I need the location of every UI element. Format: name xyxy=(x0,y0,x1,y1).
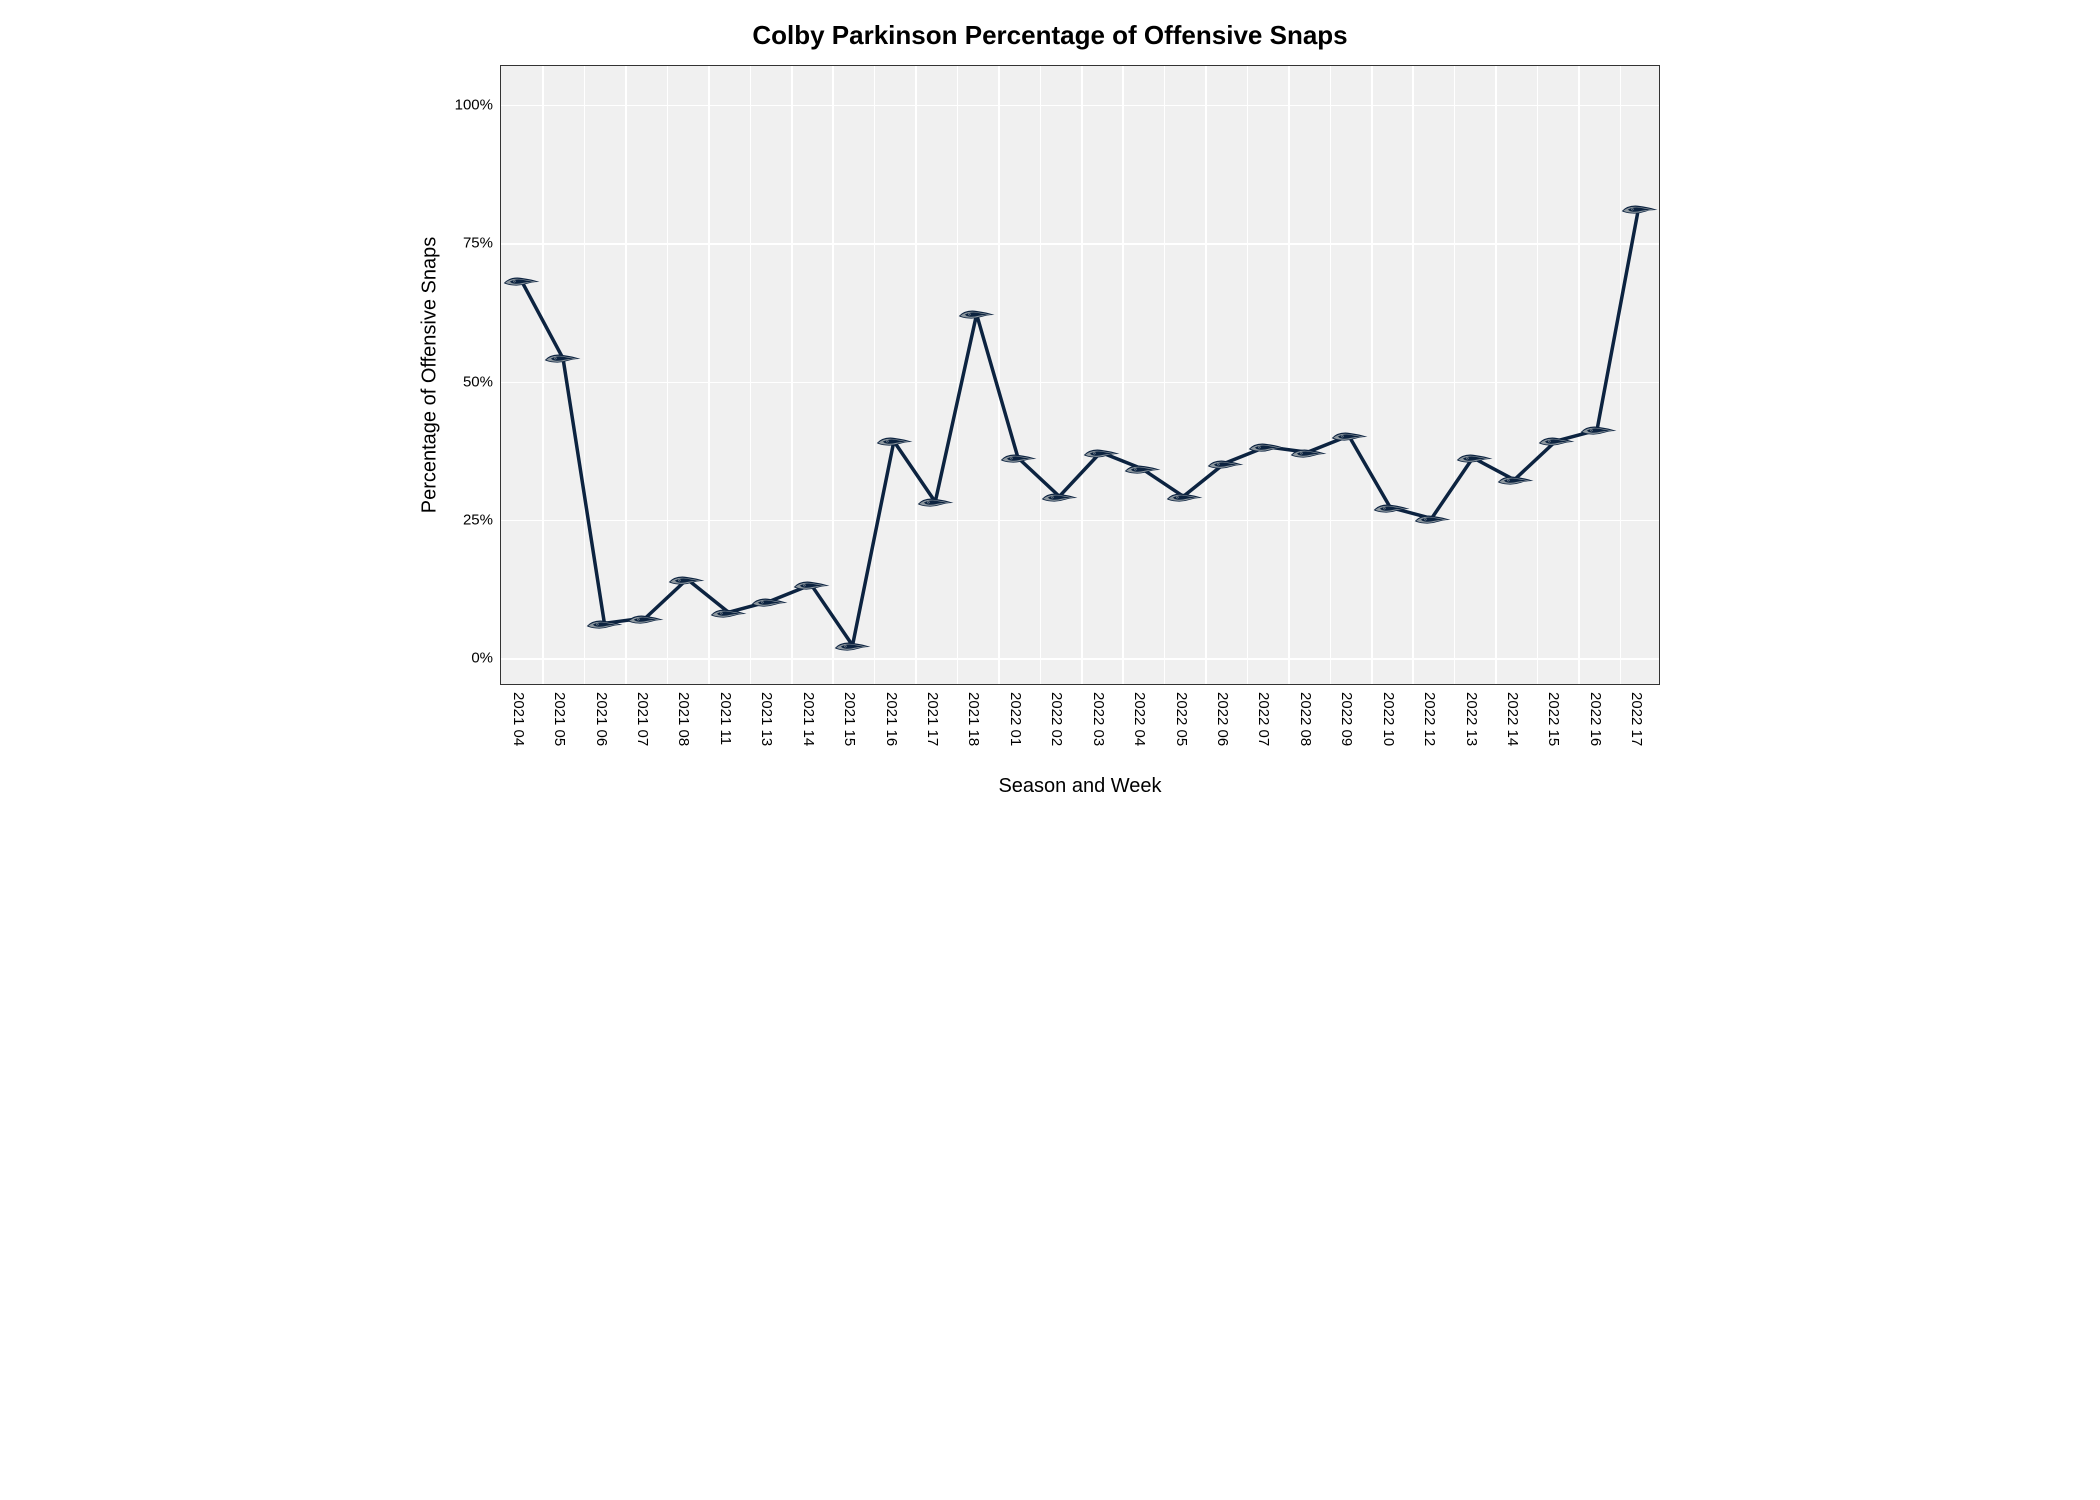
x-tick-label: 2021 07 xyxy=(634,692,651,746)
x-tick-label: 2022 14 xyxy=(1504,692,1521,746)
x-tick-label: 2022 15 xyxy=(1545,692,1562,746)
chart-container: Colby Parkinson Percentage of Offensive … xyxy=(410,20,1690,798)
x-tick-label: 2022 16 xyxy=(1587,692,1604,746)
x-tick-label: 2021 08 xyxy=(675,692,692,746)
x-ticks-holder xyxy=(500,685,1660,775)
x-tick-label: 2022 12 xyxy=(1421,692,1438,746)
x-tick-label: 2022 13 xyxy=(1463,692,1480,746)
x-tick-label: 2021 05 xyxy=(551,692,568,746)
x-tick-label: 2022 05 xyxy=(1173,692,1190,746)
chart-title: Colby Parkinson Percentage of Offensive … xyxy=(410,20,1690,51)
y-tick-label: 100% xyxy=(455,96,501,113)
x-axis-title: Season and Week xyxy=(500,775,1660,798)
x-tick-label: 2022 06 xyxy=(1214,692,1231,746)
x-tick-label: 2021 15 xyxy=(841,692,858,746)
data-line xyxy=(522,209,1639,645)
x-tick-label: 2022 09 xyxy=(1338,692,1355,746)
x-tick-label: 2022 08 xyxy=(1297,692,1314,746)
x-tick-label: 2021 11 xyxy=(717,692,734,745)
x-tick-label: 2022 02 xyxy=(1048,692,1065,746)
y-axis-title: Percentage of Offensive Snaps xyxy=(419,235,442,515)
y-tick-label: 50% xyxy=(463,373,501,390)
x-tick-label: 2021 13 xyxy=(758,692,775,746)
x-tick-label: 2022 17 xyxy=(1628,692,1645,746)
x-tick-label: 2021 18 xyxy=(965,692,982,746)
x-tick-label: 2022 10 xyxy=(1380,692,1397,746)
x-tick-label: 2021 17 xyxy=(924,692,941,746)
x-tick-label: 2021 14 xyxy=(800,692,817,746)
x-tick-label: 2022 03 xyxy=(1090,692,1107,746)
y-tick-label: 25% xyxy=(463,511,501,528)
x-tick-label: 2021 06 xyxy=(593,692,610,746)
plot-wrap: Percentage of Offensive Snaps 0%25%50%75… xyxy=(410,65,1690,775)
line-series xyxy=(501,66,1659,684)
x-tick-label: 2021 16 xyxy=(883,692,900,746)
y-tick-label: 75% xyxy=(463,235,501,252)
x-tick-label: 2021 04 xyxy=(510,692,527,746)
x-tick-label: 2022 01 xyxy=(1007,692,1024,746)
plot-area: 0%25%50%75%100%2021 042021 052021 062021… xyxy=(500,65,1660,685)
y-tick-label: 0% xyxy=(471,650,501,667)
x-tick-label: 2022 04 xyxy=(1131,692,1148,746)
x-tick-label: 2022 07 xyxy=(1255,692,1272,746)
